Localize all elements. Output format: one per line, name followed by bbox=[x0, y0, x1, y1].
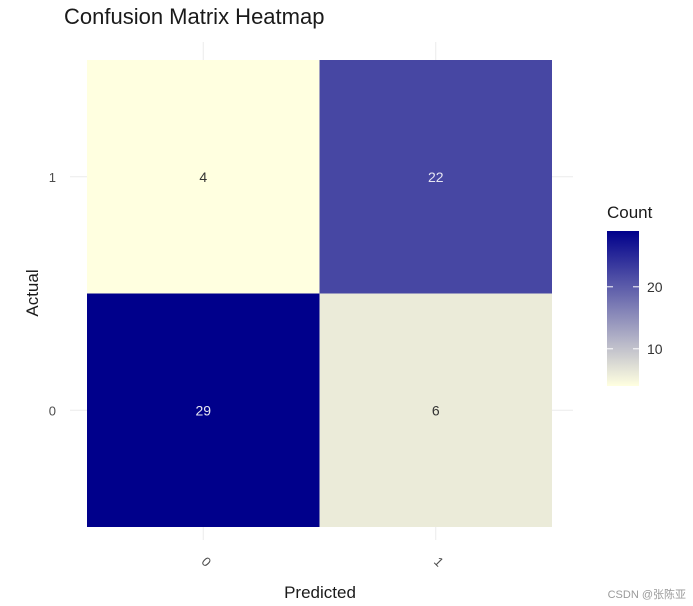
y-tick-label: 0 bbox=[49, 403, 56, 418]
y-tick-label: 1 bbox=[49, 170, 56, 185]
x-axis-title: Predicted bbox=[284, 583, 356, 602]
heatmap-cell-actual-1-predicted-0 bbox=[87, 60, 320, 294]
y-axis-title: Actual bbox=[23, 269, 42, 316]
legend-colorbar bbox=[607, 231, 639, 386]
heatmap-cell-actual-1-predicted-1 bbox=[319, 60, 552, 294]
cell-value-label: 6 bbox=[432, 402, 440, 418]
heatmap-cells: 4 22 29 6 bbox=[87, 60, 552, 527]
x-tick-label: 0 bbox=[199, 554, 215, 570]
cell-value-label: 29 bbox=[195, 402, 211, 418]
chart-title: Confusion Matrix Heatmap bbox=[64, 4, 324, 29]
x-tick-label: 1 bbox=[431, 554, 447, 570]
legend-tick-label: 10 bbox=[647, 341, 663, 357]
heatmap-cell-actual-0-predicted-0 bbox=[87, 293, 320, 527]
cell-value-label: 22 bbox=[428, 169, 444, 185]
legend-tick-label: 20 bbox=[647, 279, 663, 295]
heatmap-cell-actual-0-predicted-1 bbox=[319, 293, 552, 527]
color-legend: Count 10 20 bbox=[607, 203, 663, 386]
watermark: CSDN @张陈亚 bbox=[608, 587, 686, 601]
cell-value-label: 4 bbox=[199, 169, 207, 185]
legend-title: Count bbox=[607, 203, 653, 222]
